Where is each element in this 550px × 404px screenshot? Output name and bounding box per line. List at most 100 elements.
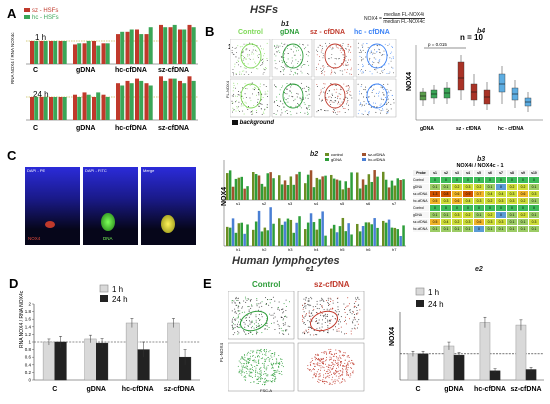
e1-dot [331, 353, 333, 355]
e1-dot [317, 369, 319, 371]
e1-dot [250, 350, 252, 352]
e1-dot [328, 364, 330, 366]
b1-dot [381, 87, 383, 89]
e1-dot [310, 315, 312, 317]
b3-cell: 0.1 [462, 225, 474, 233]
bar-1h [167, 322, 180, 381]
b1-dot [321, 73, 323, 75]
b1-dot [384, 64, 386, 66]
e1-dot [253, 323, 255, 325]
e1-dot [241, 374, 243, 376]
e1-dot [278, 325, 280, 327]
b1-dot [242, 59, 244, 61]
b1-dot [390, 60, 392, 62]
e1-dot [234, 302, 236, 304]
e1-dot [237, 317, 239, 319]
b1-dot [261, 64, 263, 65]
b1-dot [327, 66, 329, 68]
b2-bar [399, 235, 402, 246]
e1-dot [316, 320, 318, 322]
e1-dot [285, 305, 287, 307]
b1-dot [360, 52, 362, 54]
e1-dot [302, 332, 304, 334]
e1-dot [282, 312, 284, 314]
e1-dot [329, 359, 331, 361]
e1-dot [320, 299, 322, 301]
e1-dot [239, 324, 241, 326]
e1-dot [247, 357, 249, 359]
e1-dot [335, 370, 337, 372]
b1-dot [333, 63, 335, 65]
e1-dot [348, 356, 350, 358]
b1-dot [241, 54, 243, 56]
e1-dot [263, 381, 265, 383]
e1-dot [287, 325, 289, 327]
b1-dot [323, 66, 325, 68]
e1-dot [260, 351, 262, 353]
b1-dot [372, 52, 374, 54]
e1-dot [332, 363, 334, 365]
e1-dot [241, 356, 243, 358]
b1-dot [350, 46, 351, 48]
bar-hc [96, 92, 101, 120]
b2-xlabel: s6 [366, 201, 371, 206]
b2-xlabel: s4 [314, 201, 319, 206]
e1-dot [319, 360, 321, 362]
bar-hc [129, 83, 134, 120]
b1-dot [339, 49, 341, 51]
e1-dot [237, 314, 239, 316]
e1-dot [250, 355, 252, 357]
b1-dot [232, 53, 234, 55]
e1-dot [334, 364, 336, 366]
b2-bar [243, 233, 246, 246]
e1-dot [248, 351, 250, 353]
e1-dot [251, 366, 253, 368]
b1-dot [290, 92, 292, 94]
b1-dot [236, 61, 238, 63]
e1-dot [307, 326, 309, 328]
e1-dot [261, 332, 263, 334]
b1-dot [261, 103, 263, 105]
e1-dot [319, 374, 321, 376]
b2-bar [399, 179, 402, 200]
b1-dot [376, 71, 378, 73]
b2-bar [272, 223, 275, 246]
b1-dot [264, 93, 266, 95]
e1-dot [345, 323, 347, 325]
e1-dot [245, 360, 247, 362]
b1-dot [388, 95, 390, 97]
b3-cell: 0.4 [495, 190, 507, 198]
e1-dot [268, 304, 270, 306]
e1-dot [275, 370, 277, 372]
b3-cell: 0.3 [440, 197, 452, 205]
panel-a-ylabel: RNA NOX4 / RNA NOX4c [10, 32, 15, 84]
e1-dot [302, 320, 304, 322]
b2-bar [341, 189, 345, 200]
b1-dot [323, 74, 325, 76]
e1-dot [243, 372, 245, 374]
e1-dot [308, 328, 310, 330]
bar-hc [120, 85, 125, 120]
b1-dot [378, 91, 380, 93]
e1-dot [325, 300, 327, 302]
e1-dot [312, 310, 314, 312]
e1-dot [318, 358, 320, 360]
b1-dot [316, 86, 318, 87]
b2-bar [373, 218, 376, 246]
e1-dot [315, 357, 317, 359]
b1-dot [293, 100, 295, 102]
b1-dot [323, 68, 324, 70]
b1-dot [255, 87, 257, 89]
e1-dot [262, 378, 264, 380]
e1-dot [252, 350, 254, 352]
e1-dot [330, 308, 332, 310]
e1-dot [356, 307, 358, 309]
e1-dot [248, 298, 250, 300]
e1-dot [266, 366, 268, 368]
e1-dot [330, 298, 332, 300]
b1-dot [292, 60, 294, 62]
e1-dot [318, 365, 320, 367]
b1-dot [344, 69, 346, 71]
bar-sz [125, 31, 130, 64]
b1-dot [287, 101, 289, 103]
